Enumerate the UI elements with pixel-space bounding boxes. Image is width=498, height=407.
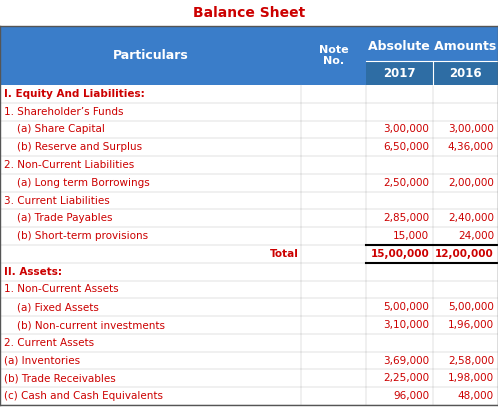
Bar [0,174,498,192]
Text: (b) Non-current investments: (b) Non-current investments [4,320,165,330]
Bar [0,85,498,103]
Text: 2,50,000: 2,50,000 [383,178,429,188]
Text: 48,000: 48,000 [458,391,494,401]
Bar [0,245,498,263]
Text: 24,000: 24,000 [458,231,494,241]
Text: 4,36,000: 4,36,000 [448,142,494,152]
Bar [0,387,498,405]
Text: II. Assets:: II. Assets: [4,267,62,277]
Bar [0,370,498,387]
Bar [0,352,498,370]
Text: (a) Inventories: (a) Inventories [4,356,80,365]
Text: (c) Cash and Cash Equivalents: (c) Cash and Cash Equivalents [4,391,163,401]
Text: (b) Reserve and Surplus: (b) Reserve and Surplus [4,142,142,152]
Text: 5,00,000: 5,00,000 [448,302,494,312]
Bar [0,192,498,210]
Bar [0,334,498,352]
Text: 96,000: 96,000 [393,391,429,401]
Bar [0,263,498,280]
Text: 2016: 2016 [449,67,482,80]
Text: 2017: 2017 [383,67,416,80]
Text: 2,58,000: 2,58,000 [448,356,494,365]
Text: (a) Trade Payables: (a) Trade Payables [4,213,113,223]
Text: I. Equity And Liabilities:: I. Equity And Liabilities: [4,89,145,99]
Bar [0,26,498,85]
Text: 1,96,000: 1,96,000 [448,320,494,330]
Bar [366,61,498,85]
Text: 1. Non-Current Assets: 1. Non-Current Assets [4,284,119,294]
Text: Note
No.: Note No. [319,45,349,66]
Bar [0,227,498,245]
Text: 2,00,000: 2,00,000 [448,178,494,188]
Text: 2. Current Assets: 2. Current Assets [4,338,94,348]
Text: 3,10,000: 3,10,000 [383,320,429,330]
Text: 15,00,000: 15,00,000 [371,249,429,259]
Text: (a) Fixed Assets: (a) Fixed Assets [4,302,99,312]
Bar [0,280,498,298]
Text: 1,98,000: 1,98,000 [448,373,494,383]
Bar [0,138,498,156]
Text: (a) Long term Borrowings: (a) Long term Borrowings [4,178,150,188]
Bar [0,298,498,316]
Text: 1. Shareholder’s Funds: 1. Shareholder’s Funds [4,107,124,117]
Text: (a) Share Capital: (a) Share Capital [4,125,105,134]
Text: 3. Current Liabilities: 3. Current Liabilities [4,195,110,206]
Bar [0,103,498,120]
Bar [0,120,498,138]
Text: 6,50,000: 6,50,000 [383,142,429,152]
Text: 3,00,000: 3,00,000 [383,125,429,134]
Text: 5,00,000: 5,00,000 [383,302,429,312]
Bar [0,210,498,227]
Text: Balance Sheet: Balance Sheet [193,6,305,20]
Text: 2,40,000: 2,40,000 [448,213,494,223]
Text: 3,69,000: 3,69,000 [383,356,429,365]
Text: Absolute Amounts: Absolute Amounts [368,40,496,53]
Text: 2,85,000: 2,85,000 [383,213,429,223]
Text: 2,25,000: 2,25,000 [383,373,429,383]
Text: 2. Non-Current Liabilities: 2. Non-Current Liabilities [4,160,134,170]
Text: 12,00,000: 12,00,000 [435,249,494,259]
Text: 3,00,000: 3,00,000 [448,125,494,134]
Text: Total: Total [270,249,299,259]
Text: (b) Trade Receivables: (b) Trade Receivables [4,373,116,383]
Bar [0,156,498,174]
Text: Particulars: Particulars [113,49,189,62]
Text: (b) Short-term provisions: (b) Short-term provisions [4,231,148,241]
Bar [0,316,498,334]
Text: 15,000: 15,000 [393,231,429,241]
